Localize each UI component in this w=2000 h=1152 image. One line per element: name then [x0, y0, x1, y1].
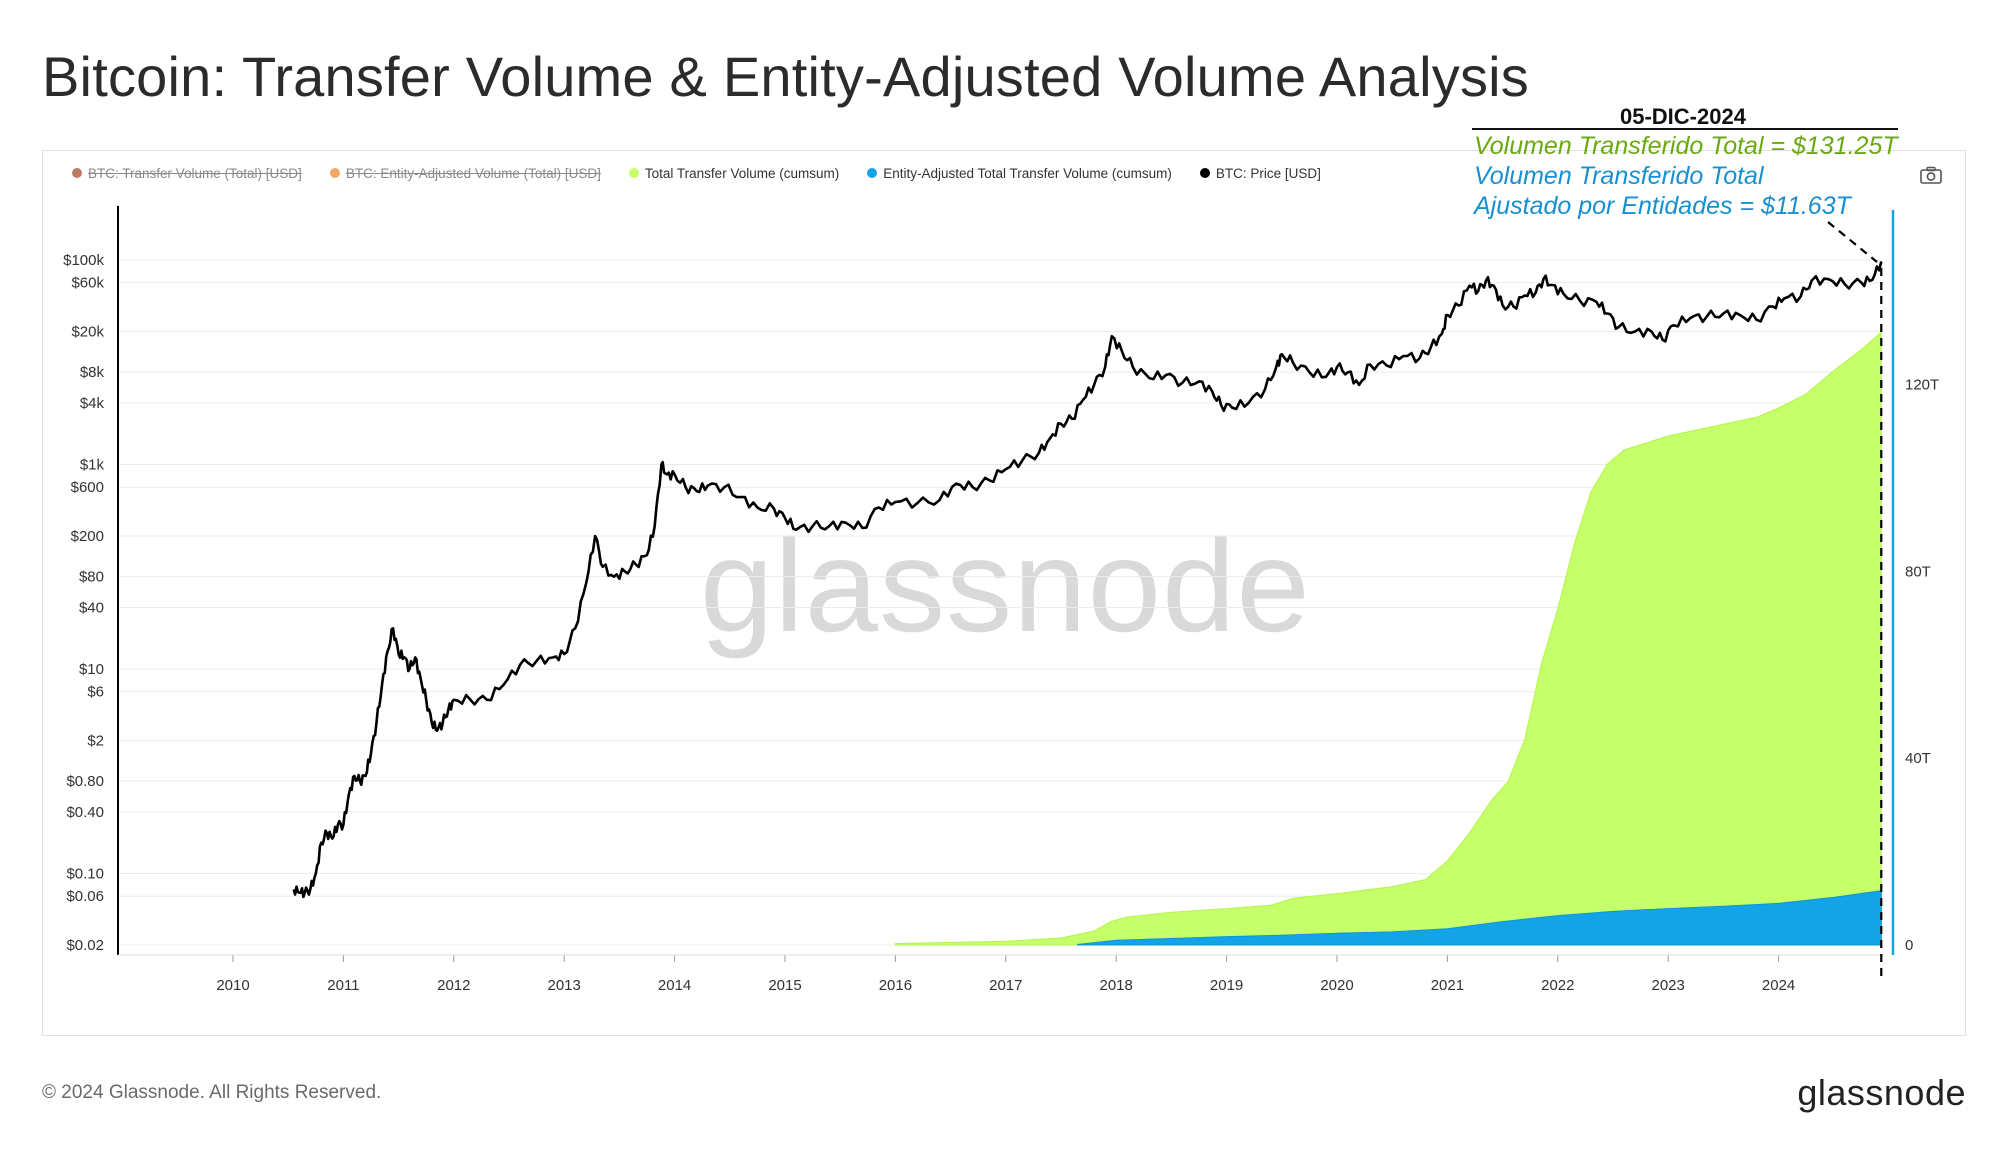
- y-left-tick-label: $80: [79, 569, 104, 586]
- y-left-tick-label: $1k: [80, 457, 105, 474]
- x-tick-label: 2011: [327, 977, 359, 994]
- x-tick-label: 2013: [548, 977, 581, 994]
- chart-frame: [42, 150, 1966, 1036]
- x-tick-label: 2010: [216, 977, 249, 994]
- legend-label: Entity-Adjusted Total Transfer Volume (c…: [883, 165, 1172, 181]
- x-tick-label: 2019: [1210, 977, 1243, 994]
- series-entity-adjusted-area: [1077, 890, 1882, 946]
- legend-item-total-transfer-cumsum[interactable]: Total Transfer Volume (cumsum): [628, 165, 840, 181]
- page-title: Bitcoin: Transfer Volume & Entity-Adjust…: [42, 45, 1529, 108]
- y-left-tick-label: $0.80: [66, 773, 104, 790]
- y-left-tick-label: $100k: [63, 252, 104, 269]
- y-left-tick-label: $60k: [71, 275, 104, 292]
- x-tick-label: 2014: [658, 977, 691, 994]
- y-left-tick-label: $20k: [71, 323, 104, 340]
- y-left-tick-label: $0.10: [66, 866, 104, 883]
- y-right-tick-label: 80T: [1905, 563, 1931, 580]
- y-right-tick-label: 40T: [1905, 750, 1931, 767]
- annotation-total: Volumen Transferido Total = $131.25T: [1474, 132, 1898, 160]
- annotation-leader-line: [1827, 221, 1878, 263]
- watermark: glassnode: [700, 512, 1311, 659]
- x-tick-label: 2020: [1320, 977, 1353, 994]
- y-right-tick-label: 0: [1905, 937, 1913, 954]
- annotation-adjusted-line2: Ajustado por Entidades = $11.63T: [1474, 192, 1851, 220]
- x-tick-label: 2023: [1652, 977, 1685, 994]
- camera-icon[interactable]: [1920, 166, 1942, 184]
- annotation-date: 05-DIC-2024: [1620, 104, 1746, 129]
- y-left-tick-label: $4k: [80, 395, 105, 412]
- legend-item-entity-adjusted-volume[interactable]: BTC: Entity-Adjusted Volume (Total) [USD…: [329, 165, 601, 181]
- legend-item-btc-price[interactable]: BTC: Price [USD]: [1199, 165, 1321, 181]
- x-tick-label: 2016: [879, 977, 912, 994]
- y-left-tick-label: $2: [87, 732, 104, 749]
- annotation-adjusted-line1: Volumen Transferido Total: [1474, 162, 1764, 190]
- chart-legend: BTC: Transfer Volume (Total) [USD] BTC: …: [72, 162, 1321, 184]
- legend-dot-transfer-volume: [72, 168, 82, 178]
- legend-label: Total Transfer Volume (cumsum): [644, 165, 840, 181]
- legend-item-entity-adjusted-cumsum[interactable]: Entity-Adjusted Total Transfer Volume (c…: [867, 166, 1172, 181]
- legend-dot-total-transfer-cumsum: [628, 168, 639, 178]
- y-left-tick-label: $10: [79, 661, 104, 678]
- y-left-tick-label: $200: [71, 528, 104, 545]
- annotation-underline: [1472, 128, 1898, 130]
- y-left-tick-label: $8k: [80, 364, 105, 381]
- legend-label: BTC: Price [USD]: [1215, 165, 1321, 181]
- x-tick-label: 2012: [437, 977, 470, 994]
- x-tick-label: 2015: [768, 977, 801, 994]
- legend-dot-entity-adjusted-cumsum: [867, 168, 878, 178]
- legend-item-transfer-volume[interactable]: BTC: Transfer Volume (Total) [USD]: [72, 166, 302, 181]
- y-left-tick-label: $40: [79, 599, 104, 616]
- x-tick-label: 2021: [1431, 977, 1464, 994]
- x-tick-label: 2024: [1762, 977, 1795, 994]
- legend-label: BTC: Entity-Adjusted Volume (Total) [USD…: [345, 165, 601, 181]
- series-btc-price-line: [292, 261, 1883, 899]
- legend-dot-entity-adjusted-volume: [329, 168, 340, 178]
- y-left-tick-label: $6: [87, 684, 104, 701]
- legend-label: BTC: Transfer Volume (Total) [USD]: [88, 165, 302, 181]
- footer-copyright: © 2024 Glassnode. All Rights Reserved.: [42, 1082, 382, 1103]
- series-total-transfer-area: [894, 330, 1882, 946]
- y-left-tick-label: $0.02: [66, 937, 104, 954]
- y-right-tick-label: 120T: [1905, 377, 1939, 394]
- x-tick-label: 2022: [1541, 977, 1574, 994]
- legend-dot-btc-price: [1199, 168, 1210, 178]
- y-left-tick-label: $0.40: [66, 804, 104, 821]
- y-left-tick-label: $0.06: [66, 888, 104, 905]
- x-tick-label: 2018: [1100, 977, 1133, 994]
- y-left-tick-label: $600: [71, 479, 104, 496]
- x-tick-label: 2017: [989, 977, 1022, 994]
- footer-logo: glassnode: [1797, 1072, 1966, 1113]
